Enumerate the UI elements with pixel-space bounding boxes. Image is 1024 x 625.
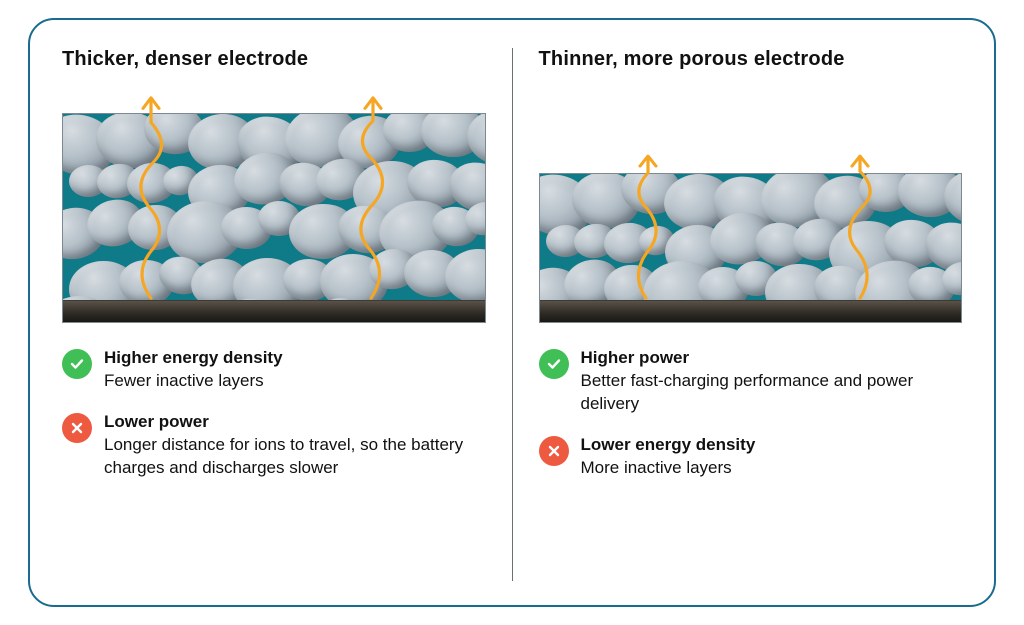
left-illustration-wrap <box>62 83 486 323</box>
left-points: Higher energy density Fewer inactive lay… <box>62 347 486 480</box>
point-text: Lower energy density More inactive layer… <box>581 434 756 480</box>
point-title: Higher power <box>581 347 963 370</box>
point-title: Lower power <box>104 411 486 434</box>
check-icon <box>62 349 92 379</box>
substrate-layer <box>63 300 485 322</box>
point-text: Higher power Better fast-charging perfor… <box>581 347 963 416</box>
right-illustration <box>539 173 963 323</box>
point-con: Lower energy density More inactive layer… <box>539 434 963 480</box>
point-text: Higher energy density Fewer inactive lay… <box>104 347 283 393</box>
point-desc: Longer distance for ions to travel, so t… <box>104 435 463 477</box>
point-desc: Fewer inactive layers <box>104 371 264 390</box>
left-illustration <box>62 113 486 323</box>
left-title: Thicker, denser electrode <box>62 48 486 71</box>
point-pro: Higher power Better fast-charging perfor… <box>539 347 963 416</box>
point-desc: More inactive layers <box>581 458 732 477</box>
right-illustration-wrap <box>539 83 963 323</box>
cross-icon <box>62 413 92 443</box>
point-pro: Higher energy density Fewer inactive lay… <box>62 347 486 393</box>
comparison-frame: Thicker, denser electrode <box>28 18 996 607</box>
right-title: Thinner, more porous electrode <box>539 48 963 71</box>
cross-icon <box>539 436 569 466</box>
pebble-field-right <box>540 174 962 300</box>
point-title: Higher energy density <box>104 347 283 370</box>
check-icon <box>539 349 569 379</box>
pebble-field-left <box>63 114 485 300</box>
point-con: Lower power Longer distance for ions to … <box>62 411 486 480</box>
right-points: Higher power Better fast-charging perfor… <box>539 347 963 480</box>
substrate-layer <box>540 300 962 322</box>
point-text: Lower power Longer distance for ions to … <box>104 411 486 480</box>
point-title: Lower energy density <box>581 434 756 457</box>
left-column: Thicker, denser electrode <box>62 48 512 581</box>
right-column: Thinner, more porous electrode <box>513 48 963 581</box>
point-desc: Better fast-charging performance and pow… <box>581 371 914 413</box>
